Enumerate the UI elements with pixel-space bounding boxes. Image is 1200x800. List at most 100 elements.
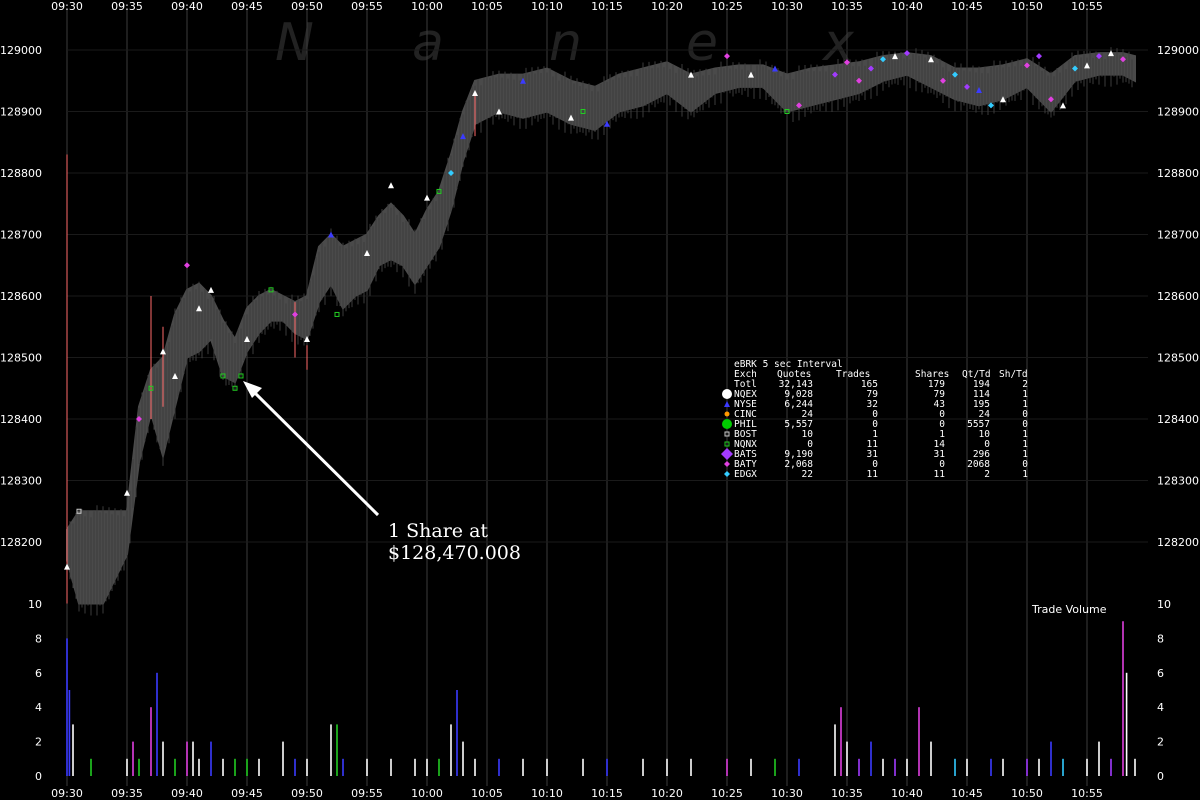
price-tick-label-left: 128800 xyxy=(0,167,42,180)
legend-marker xyxy=(724,471,730,477)
trade-marker xyxy=(64,563,70,570)
trade-marker xyxy=(688,71,694,78)
legend-cell: 165 xyxy=(861,379,878,390)
legend-cell: 194 xyxy=(973,379,990,390)
trade-marker xyxy=(604,120,610,127)
x-tick-label-bottom: 10:10 xyxy=(531,787,563,800)
x-tick-label-top: 09:50 xyxy=(291,0,323,13)
legend-marker xyxy=(724,461,730,467)
legend-cell: 24 xyxy=(979,409,991,420)
legend-cell: EDGX xyxy=(734,469,757,480)
trade-marker xyxy=(568,114,574,121)
legend-cell: 1 xyxy=(1022,449,1028,460)
trade-marker xyxy=(76,508,82,514)
watermark-letter: n xyxy=(549,13,582,73)
trade-marker xyxy=(292,311,298,318)
x-tick-label-bottom: 10:05 xyxy=(471,787,503,800)
legend-cell: 1 xyxy=(1022,399,1028,410)
trade-marker xyxy=(844,59,850,66)
trade-marker xyxy=(988,102,994,109)
legend-cell: 0 xyxy=(939,419,945,430)
legend-cell: CINC xyxy=(734,409,757,420)
trade-marker xyxy=(892,53,898,60)
price-tick-label-right: 128500 xyxy=(1157,352,1199,365)
volume-panel-title: Trade Volume xyxy=(1031,603,1107,616)
price-tick-label-right: 128900 xyxy=(1157,106,1199,119)
trade-marker xyxy=(160,348,166,355)
trade-marker xyxy=(964,83,970,90)
legend-cell: NQNX xyxy=(734,439,757,450)
legend-cell: 1 xyxy=(1022,429,1028,440)
annotation: 1 Share at $128,470.008 xyxy=(243,381,521,564)
trade-marker xyxy=(520,77,526,84)
legend-cell: NYSE xyxy=(734,399,757,410)
legend-cell: 9,028 xyxy=(784,389,813,400)
legend-cell: 5,557 xyxy=(784,419,813,430)
price-tick-label-left: 128200 xyxy=(0,536,42,549)
volume-tick-label-right: 10 xyxy=(1157,598,1171,611)
legend-cell: 0 xyxy=(872,459,878,470)
x-tick-label-bottom: 09:50 xyxy=(291,787,323,800)
legend-cell: 0 xyxy=(939,459,945,470)
x-tick-label-bottom: 10:30 xyxy=(771,787,803,800)
trade-marker xyxy=(784,109,790,114)
trade-marker xyxy=(448,170,454,176)
price-tick-label-right: 128700 xyxy=(1157,229,1199,242)
price-tick-label-left: 128700 xyxy=(0,229,42,242)
legend-header-cell: Quotes xyxy=(777,369,811,380)
x-tick-label-top: 10:15 xyxy=(591,0,623,13)
annotation-line1: 1 Share at xyxy=(388,520,488,542)
x-tick-label-top: 09:55 xyxy=(351,0,383,13)
trade-marker xyxy=(436,188,442,194)
trade-marker xyxy=(772,65,778,72)
x-tick-label-bottom: 10:15 xyxy=(591,787,623,800)
price-tick-label-right: 128600 xyxy=(1157,290,1199,303)
trade-marker xyxy=(238,373,244,379)
trade-marker xyxy=(1084,62,1090,69)
trade-marker xyxy=(184,262,190,269)
volume-tick-label-right: 6 xyxy=(1157,667,1164,680)
legend-cell: Totl xyxy=(734,379,757,390)
volume-tick-label-right: 8 xyxy=(1157,632,1164,645)
trade-marker xyxy=(232,385,238,391)
legend-cell: 114 xyxy=(973,389,990,400)
trade-marker xyxy=(976,86,982,93)
legend-cell: 1 xyxy=(1022,389,1028,400)
legend-cell: 22 xyxy=(802,469,813,480)
legend-cell: 1 xyxy=(939,429,945,440)
legend-cell: 1 xyxy=(872,429,878,440)
legend-header-cell: Shares xyxy=(915,369,949,380)
x-tick-label-bottom: 10:55 xyxy=(1071,787,1103,800)
volume-tick-label-left: 10 xyxy=(28,598,42,611)
legend-cell: 0 xyxy=(984,439,990,450)
volume-tick-label-left: 2 xyxy=(35,736,42,749)
x-tick-label-top: 09:40 xyxy=(171,0,203,13)
trade-marker xyxy=(796,102,802,109)
x-tick-label-top: 09:45 xyxy=(231,0,263,13)
legend-cell: 195 xyxy=(973,399,990,410)
trade-marker xyxy=(1072,65,1078,72)
legend-header-cell: Sh/Td xyxy=(999,369,1028,380)
trade-marker xyxy=(880,56,886,63)
volume-tick-label-right: 4 xyxy=(1157,701,1164,714)
x-tick-label-top: 10:20 xyxy=(651,0,683,13)
x-tick-label-bottom: 10:20 xyxy=(651,787,683,800)
trade-marker xyxy=(1108,50,1114,57)
x-tick-label-top: 10:45 xyxy=(951,0,983,13)
trade-markers xyxy=(64,50,1126,570)
x-tick-label-top: 10:30 xyxy=(771,0,803,13)
legend-marker xyxy=(724,441,730,447)
legend-header-cell: Trades xyxy=(836,369,870,380)
trade-marker xyxy=(172,372,178,379)
legend-cell: 0 xyxy=(872,419,878,430)
x-tick-label-bottom: 10:50 xyxy=(1011,787,1043,800)
price-tick-label-left: 128900 xyxy=(0,106,42,119)
legend-cell: 79 xyxy=(934,389,946,400)
price-tick-label-right: 128300 xyxy=(1157,475,1199,488)
trade-marker xyxy=(460,133,466,140)
legend-cell: 9,190 xyxy=(784,449,813,460)
price-tick-label-right: 128400 xyxy=(1157,413,1199,426)
